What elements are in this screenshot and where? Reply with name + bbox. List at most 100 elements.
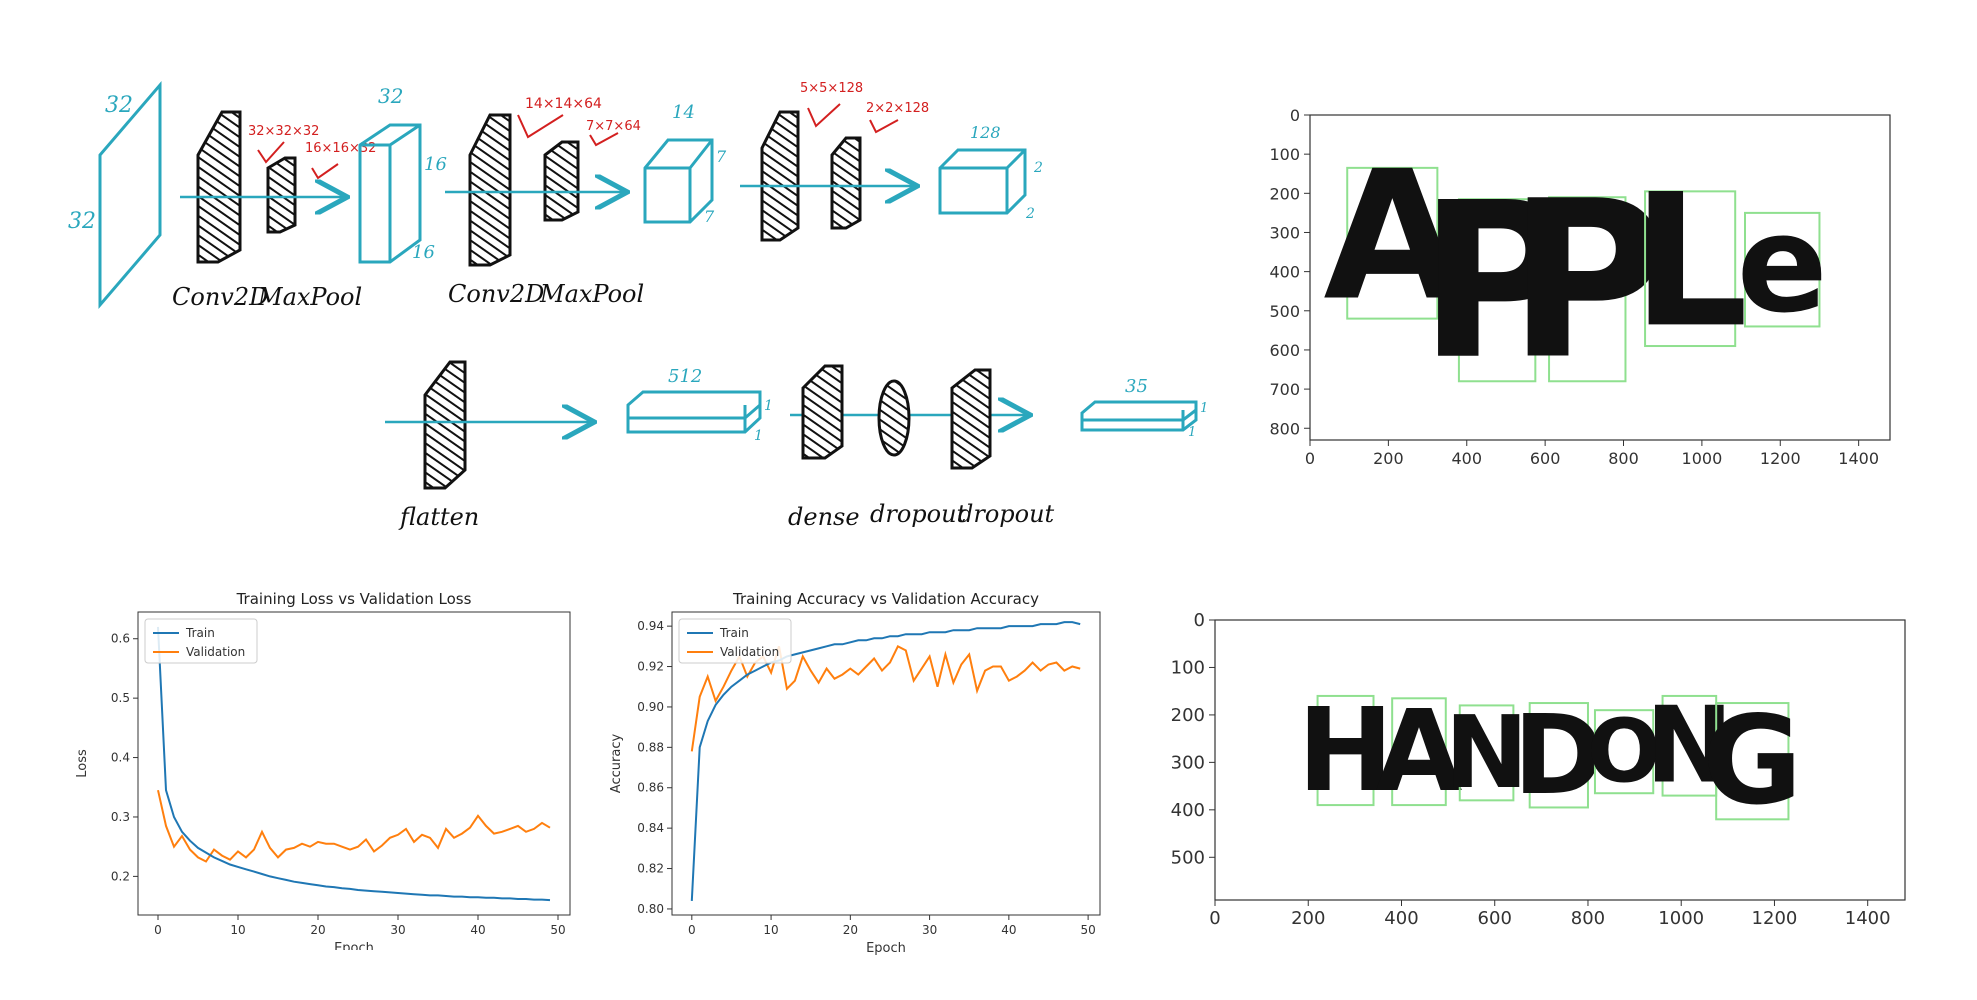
x-tick-label: 1000 — [1658, 908, 1704, 929]
y-tick-label: 0.82 — [637, 862, 664, 876]
input-width-label: 32 — [105, 93, 133, 118]
x-tick-label: 600 — [1530, 449, 1561, 468]
detection-plot-apple-svg: 0 200 400 600 800 1000 1200 1400 0 100 200 300 400 50… — [1269, 106, 1891, 468]
flatten-block — [423, 360, 467, 490]
y-tick-label: 400 — [1171, 800, 1205, 821]
x-tick-label: 40 — [1001, 923, 1016, 937]
detection-box — [1346, 166, 1439, 320]
x-tick-label: 10 — [230, 923, 245, 937]
y-tick-label: 0.84 — [637, 821, 664, 835]
f2-height-label: 7 — [716, 147, 727, 166]
y-tick-label: 0.92 — [637, 660, 664, 674]
dense-block — [801, 364, 844, 460]
handwritten-letter: A — [1323, 133, 1461, 340]
detection-box — [1593, 709, 1655, 795]
chart-title: Training Loss vs Validation Loss — [236, 590, 472, 608]
x-tick-label: 0 — [1305, 449, 1315, 468]
detection-box — [1715, 702, 1790, 821]
output-35-dim2: 1 — [1188, 425, 1196, 440]
y-tick-label: 0.6 — [111, 632, 130, 646]
f3-height-label: 2 — [1033, 160, 1043, 176]
y-tick-label: 100 — [1269, 145, 1300, 164]
conv1-label: Conv2D — [172, 283, 268, 311]
input-plane — [98, 80, 162, 310]
y-tick-label: 0.88 — [637, 740, 664, 754]
pool2-block — [543, 140, 580, 222]
x-tick-label: 40 — [470, 923, 485, 937]
conv3-dim-annotation: 5×5×128 — [800, 81, 863, 96]
pool2-check-mark — [589, 132, 619, 147]
pool3-dim-annotation: 2×2×128 — [866, 101, 929, 116]
detection-box — [1316, 694, 1375, 807]
conv2-dim-annotation: 14×14×64 — [525, 96, 602, 112]
f1-width-label: 32 — [378, 84, 403, 108]
handwritten-letter: O — [1587, 701, 1661, 803]
pool2-dim-annotation: 7×7×64 — [586, 119, 641, 134]
y-tick-label: 500 — [1171, 847, 1205, 868]
loss-chart-svg: Training Loss vs Validation Loss 0 10 20 30 4… — [75, 590, 571, 956]
y-tick-label: 500 — [1269, 302, 1300, 321]
conv3-check-mark — [807, 103, 841, 128]
y-tick-label: 700 — [1269, 380, 1300, 399]
y-tick-label: 0.86 — [637, 781, 664, 795]
loss-chart: Training Loss vs Validation Loss 0 10 20 30 4… — [60, 575, 580, 956]
dense-512-dim1: 1 — [764, 398, 773, 414]
detection-box — [1457, 198, 1537, 383]
legend-label-train: Train — [719, 626, 749, 640]
handwritten-letter: e — [1737, 187, 1828, 343]
conv2-block — [468, 113, 512, 267]
handwritten-letter: A — [1376, 687, 1463, 817]
pool3-block — [830, 136, 862, 230]
y-tick-label: 0 — [1290, 106, 1300, 125]
x-axis-label: Epoch — [866, 941, 906, 955]
y-tick-label: 0.94 — [637, 619, 664, 633]
series-line-train — [157, 626, 551, 902]
handwritten-letter: P — [1508, 156, 1667, 408]
feature-map-1 — [358, 123, 422, 264]
detection-plot-handong-svg: 0 200 400 600 800 1000 1200 1400 0 100 200 300 400 50… — [1171, 610, 1906, 929]
detection-box — [1391, 697, 1447, 807]
f1-depth-label: 16 — [412, 242, 435, 263]
f2-depth-label: 7 — [704, 207, 715, 226]
x-tick-label: 20 — [843, 923, 858, 937]
output-35-label: 35 — [1125, 376, 1148, 397]
x-tick-label: 50 — [1080, 923, 1095, 937]
y-tick-label: 100 — [1171, 657, 1205, 678]
conv1-dim-annotation: 32×32×32 — [248, 124, 319, 139]
handwritten-letter: G — [1702, 690, 1802, 832]
series-line-validation — [157, 789, 551, 863]
conv3-block — [760, 110, 800, 242]
pool1-block — [266, 156, 297, 234]
x-tick-label: 200 — [1373, 449, 1404, 468]
legend-label-validation: Validation — [186, 645, 245, 659]
y-tick-label: 0.5 — [111, 691, 130, 705]
x-axis-label: Epoch — [334, 941, 374, 950]
dense-512-dim2: 1 — [754, 428, 763, 444]
x-tick-label: 1200 — [1760, 449, 1801, 468]
y-tick-label: 0 — [1194, 610, 1205, 631]
conv1-check-mark — [257, 141, 285, 164]
x-tick-label: 1400 — [1838, 449, 1879, 468]
y-tick-label: 0.90 — [637, 700, 664, 714]
handwritten-letter: D — [1513, 691, 1604, 819]
detection-box — [1458, 704, 1515, 802]
legend-label-validation: Validation — [720, 645, 779, 659]
y-tick-label: 0.2 — [111, 869, 130, 883]
y-tick-label: 200 — [1171, 705, 1205, 726]
handwritten-letter: N — [1445, 694, 1529, 811]
x-tick-label: 400 — [1451, 449, 1482, 468]
x-tick-label: 1000 — [1682, 449, 1723, 468]
handwritten-letter: N — [1645, 685, 1733, 807]
y-tick-label: 400 — [1269, 263, 1300, 282]
detection-box — [1548, 196, 1627, 383]
pool1-check-mark — [311, 163, 339, 180]
dense-512-slab — [626, 390, 762, 434]
x-tick-label: 50 — [550, 923, 565, 937]
x-tick-label: 0 — [688, 923, 696, 937]
x-tick-label: 1400 — [1845, 908, 1891, 929]
architecture-sketch-svg: 32 32 32×32×32 16×16×32 32 16 16 14×1 — [68, 80, 1208, 531]
y-tick-label: 0.3 — [111, 810, 130, 824]
output-35-dim1: 1 — [1200, 401, 1208, 416]
dense-512-label: 512 — [668, 366, 702, 387]
handwritten-letter: H — [1297, 684, 1393, 818]
